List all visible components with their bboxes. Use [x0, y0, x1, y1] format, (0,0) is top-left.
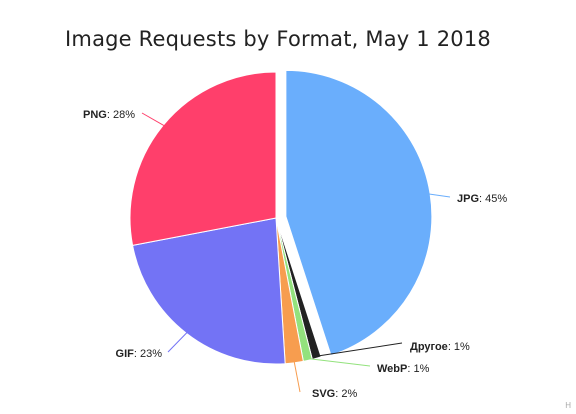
pie-slices — [129, 69, 433, 365]
credit-mark: H — [565, 401, 571, 410]
connector-jpg — [428, 193, 451, 198]
data-label-png: PNG: 28% — [83, 109, 135, 121]
data-label-name: WebP — [377, 363, 407, 375]
data-label-value: : 1% — [407, 363, 429, 375]
connector-png — [141, 112, 166, 127]
data-label-value: : 2% — [335, 388, 357, 400]
data-label-svg: SVG: 2% — [312, 388, 357, 400]
data-label-name: Другое — [410, 341, 448, 353]
pie-slice-jpg[interactable] — [285, 69, 433, 356]
data-label-webp: WebP: 1% — [377, 363, 430, 375]
data-label-value: : 23% — [134, 348, 162, 360]
data-label-value: : 1% — [448, 341, 470, 353]
data-label-name: JPG — [457, 193, 479, 205]
data-label-value: : 45% — [479, 193, 507, 205]
connector-другое — [316, 342, 403, 357]
data-label-name: PNG — [83, 109, 107, 121]
data-label-jpg: JPG: 45% — [457, 193, 507, 205]
data-label-gif: GIF: 23% — [116, 348, 163, 360]
chart-title: Image Requests by Format, May 1 2018 — [65, 27, 491, 51]
data-label-name: SVG — [312, 388, 335, 400]
pie-labels: JPG: 45%Другое: 1%WebP: 1%SVG: 2%GIF: 23… — [83, 109, 507, 400]
connector-svg — [293, 360, 301, 393]
data-label-name: GIF — [116, 348, 135, 360]
connector-gif — [167, 331, 189, 353]
connector-webp — [307, 358, 371, 367]
pie-slice-png[interactable] — [129, 71, 277, 246]
data-label-value: : 28% — [107, 109, 135, 121]
data-label-другое: Другое: 1% — [410, 341, 470, 353]
